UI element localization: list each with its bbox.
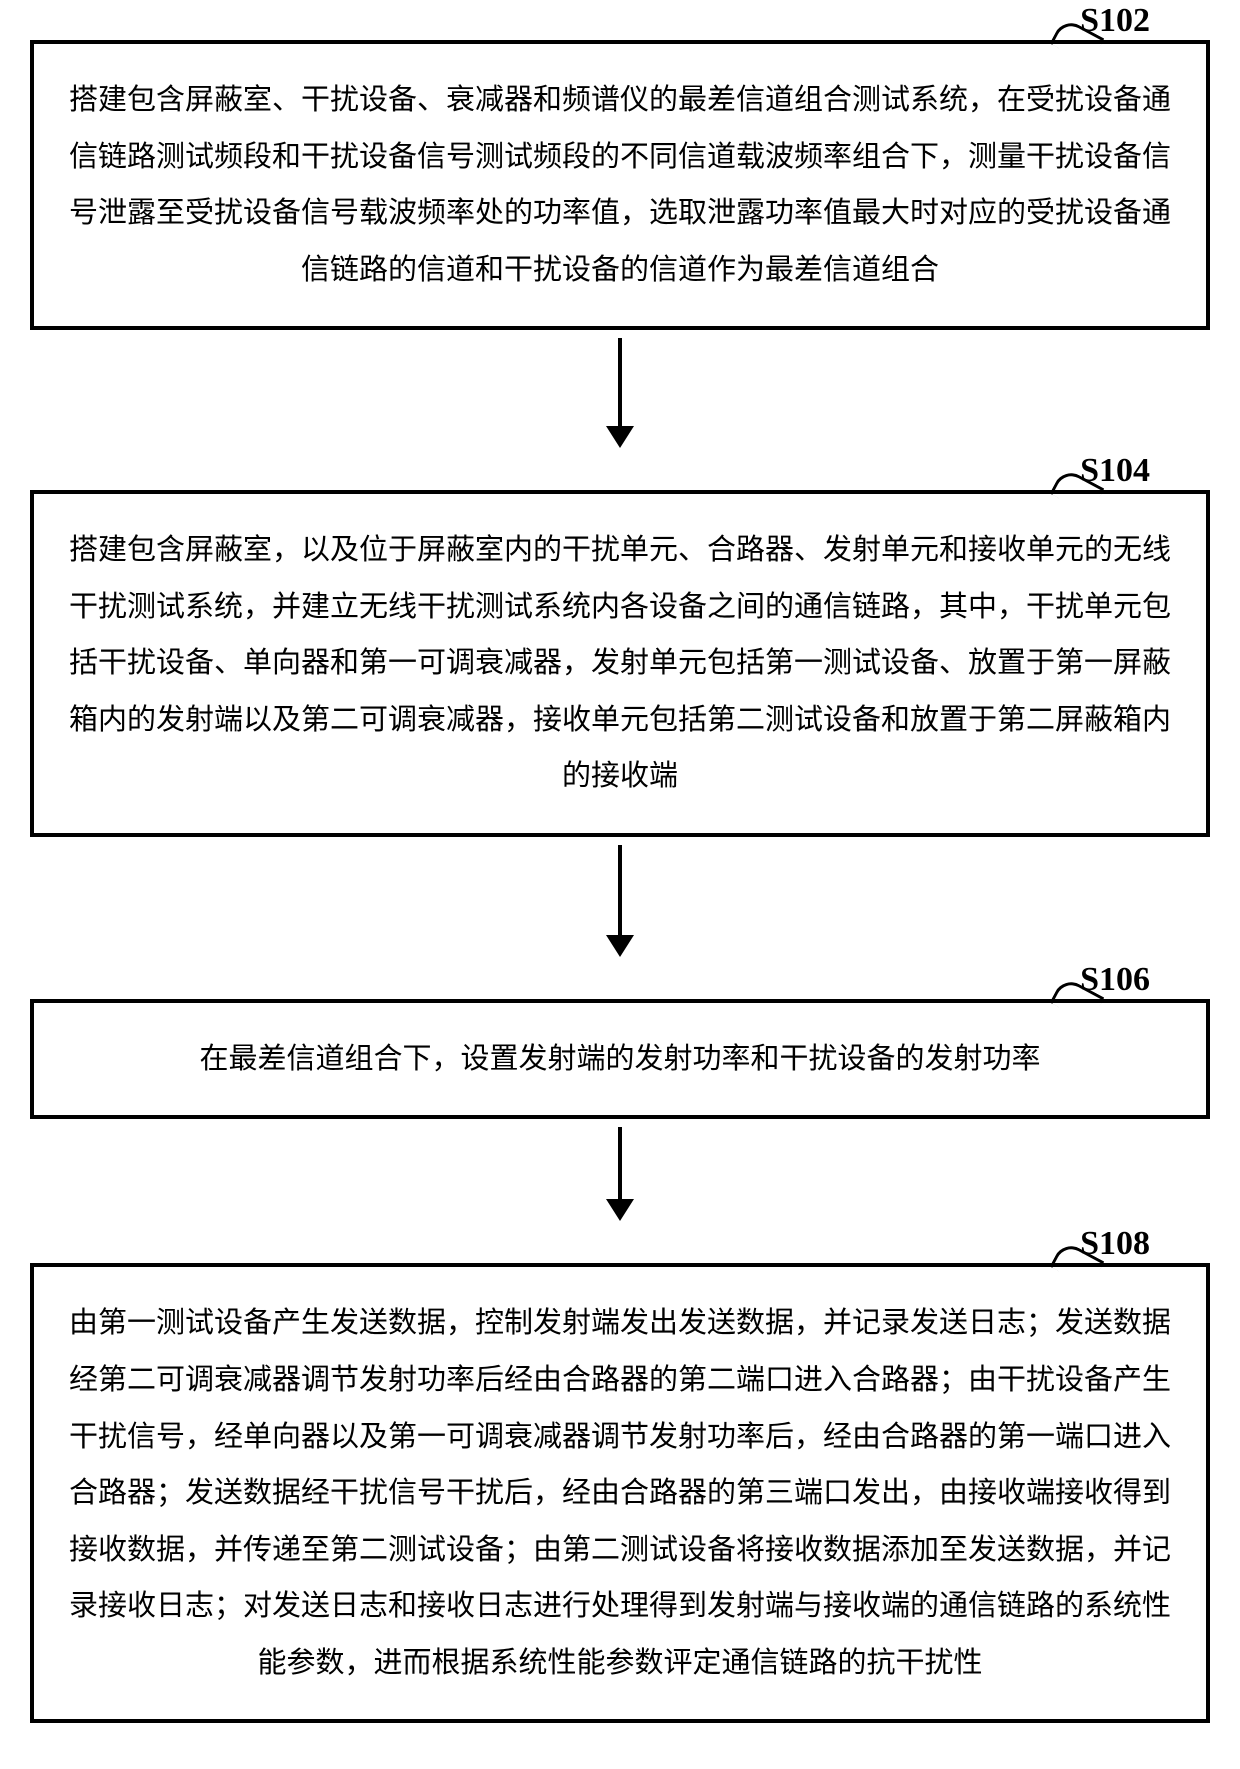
step-label: S102 [1080,2,1150,40]
arrow-head-icon [606,935,634,957]
step-box: 在最差信道组合下，设置发射端的发射功率和干扰设备的发射功率 [30,999,1210,1120]
step-label: S108 [1080,1225,1150,1263]
arrow-head-icon [606,426,634,448]
step-label: S106 [1080,961,1150,999]
arrow-line [618,338,622,426]
flowchart-step: S102搭建包含屏蔽室、干扰设备、衰减器和频谱仪的最差信道组合测试系统，在受扰设… [30,40,1210,330]
flowchart-step: S104搭建包含屏蔽室，以及位于屏蔽室内的干扰单元、合路器、发射单元和接收单元的… [30,490,1210,837]
flow-arrow [606,845,634,957]
step-box: 搭建包含屏蔽室，以及位于屏蔽室内的干扰单元、合路器、发射单元和接收单元的无线干扰… [30,490,1210,837]
arrow-line [618,845,622,935]
flow-arrow [606,338,634,448]
arrow-line [618,1127,622,1199]
flow-arrow [606,1127,634,1221]
step-box: 搭建包含屏蔽室、干扰设备、衰减器和频谱仪的最差信道组合测试系统，在受扰设备通信链… [30,40,1210,330]
flowchart-step: S106在最差信道组合下，设置发射端的发射功率和干扰设备的发射功率 [30,999,1210,1120]
flowchart-step: S108由第一测试设备产生发送数据，控制发射端发出发送数据，并记录发送日志；发送… [30,1263,1210,1723]
step-label: S104 [1080,452,1150,490]
arrow-head-icon [606,1199,634,1221]
flowchart-container: S102搭建包含屏蔽室、干扰设备、衰减器和频谱仪的最差信道组合测试系统，在受扰设… [30,40,1210,1723]
step-box: 由第一测试设备产生发送数据，控制发射端发出发送数据，并记录发送日志；发送数据经第… [30,1263,1210,1723]
